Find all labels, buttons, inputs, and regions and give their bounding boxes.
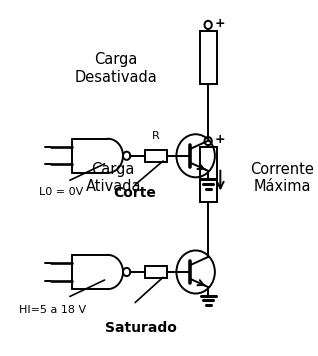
Text: Corte: Corte	[113, 187, 156, 200]
Text: HI=5 a 18 V: HI=5 a 18 V	[18, 305, 86, 315]
Bar	[145, 266, 167, 278]
Text: +: +	[215, 133, 225, 146]
Bar	[200, 31, 217, 84]
Text: R: R	[152, 131, 160, 141]
Bar	[145, 150, 167, 162]
Text: Carga
Desativada: Carga Desativada	[75, 52, 158, 85]
Text: Carga
Ativada: Carga Ativada	[86, 162, 141, 194]
Text: L0 = 0V: L0 = 0V	[39, 187, 83, 197]
Text: Corrente
Máxima: Corrente Máxima	[251, 162, 315, 194]
Text: Saturado: Saturado	[105, 321, 176, 335]
Text: +: +	[215, 17, 225, 30]
Bar	[200, 147, 217, 202]
